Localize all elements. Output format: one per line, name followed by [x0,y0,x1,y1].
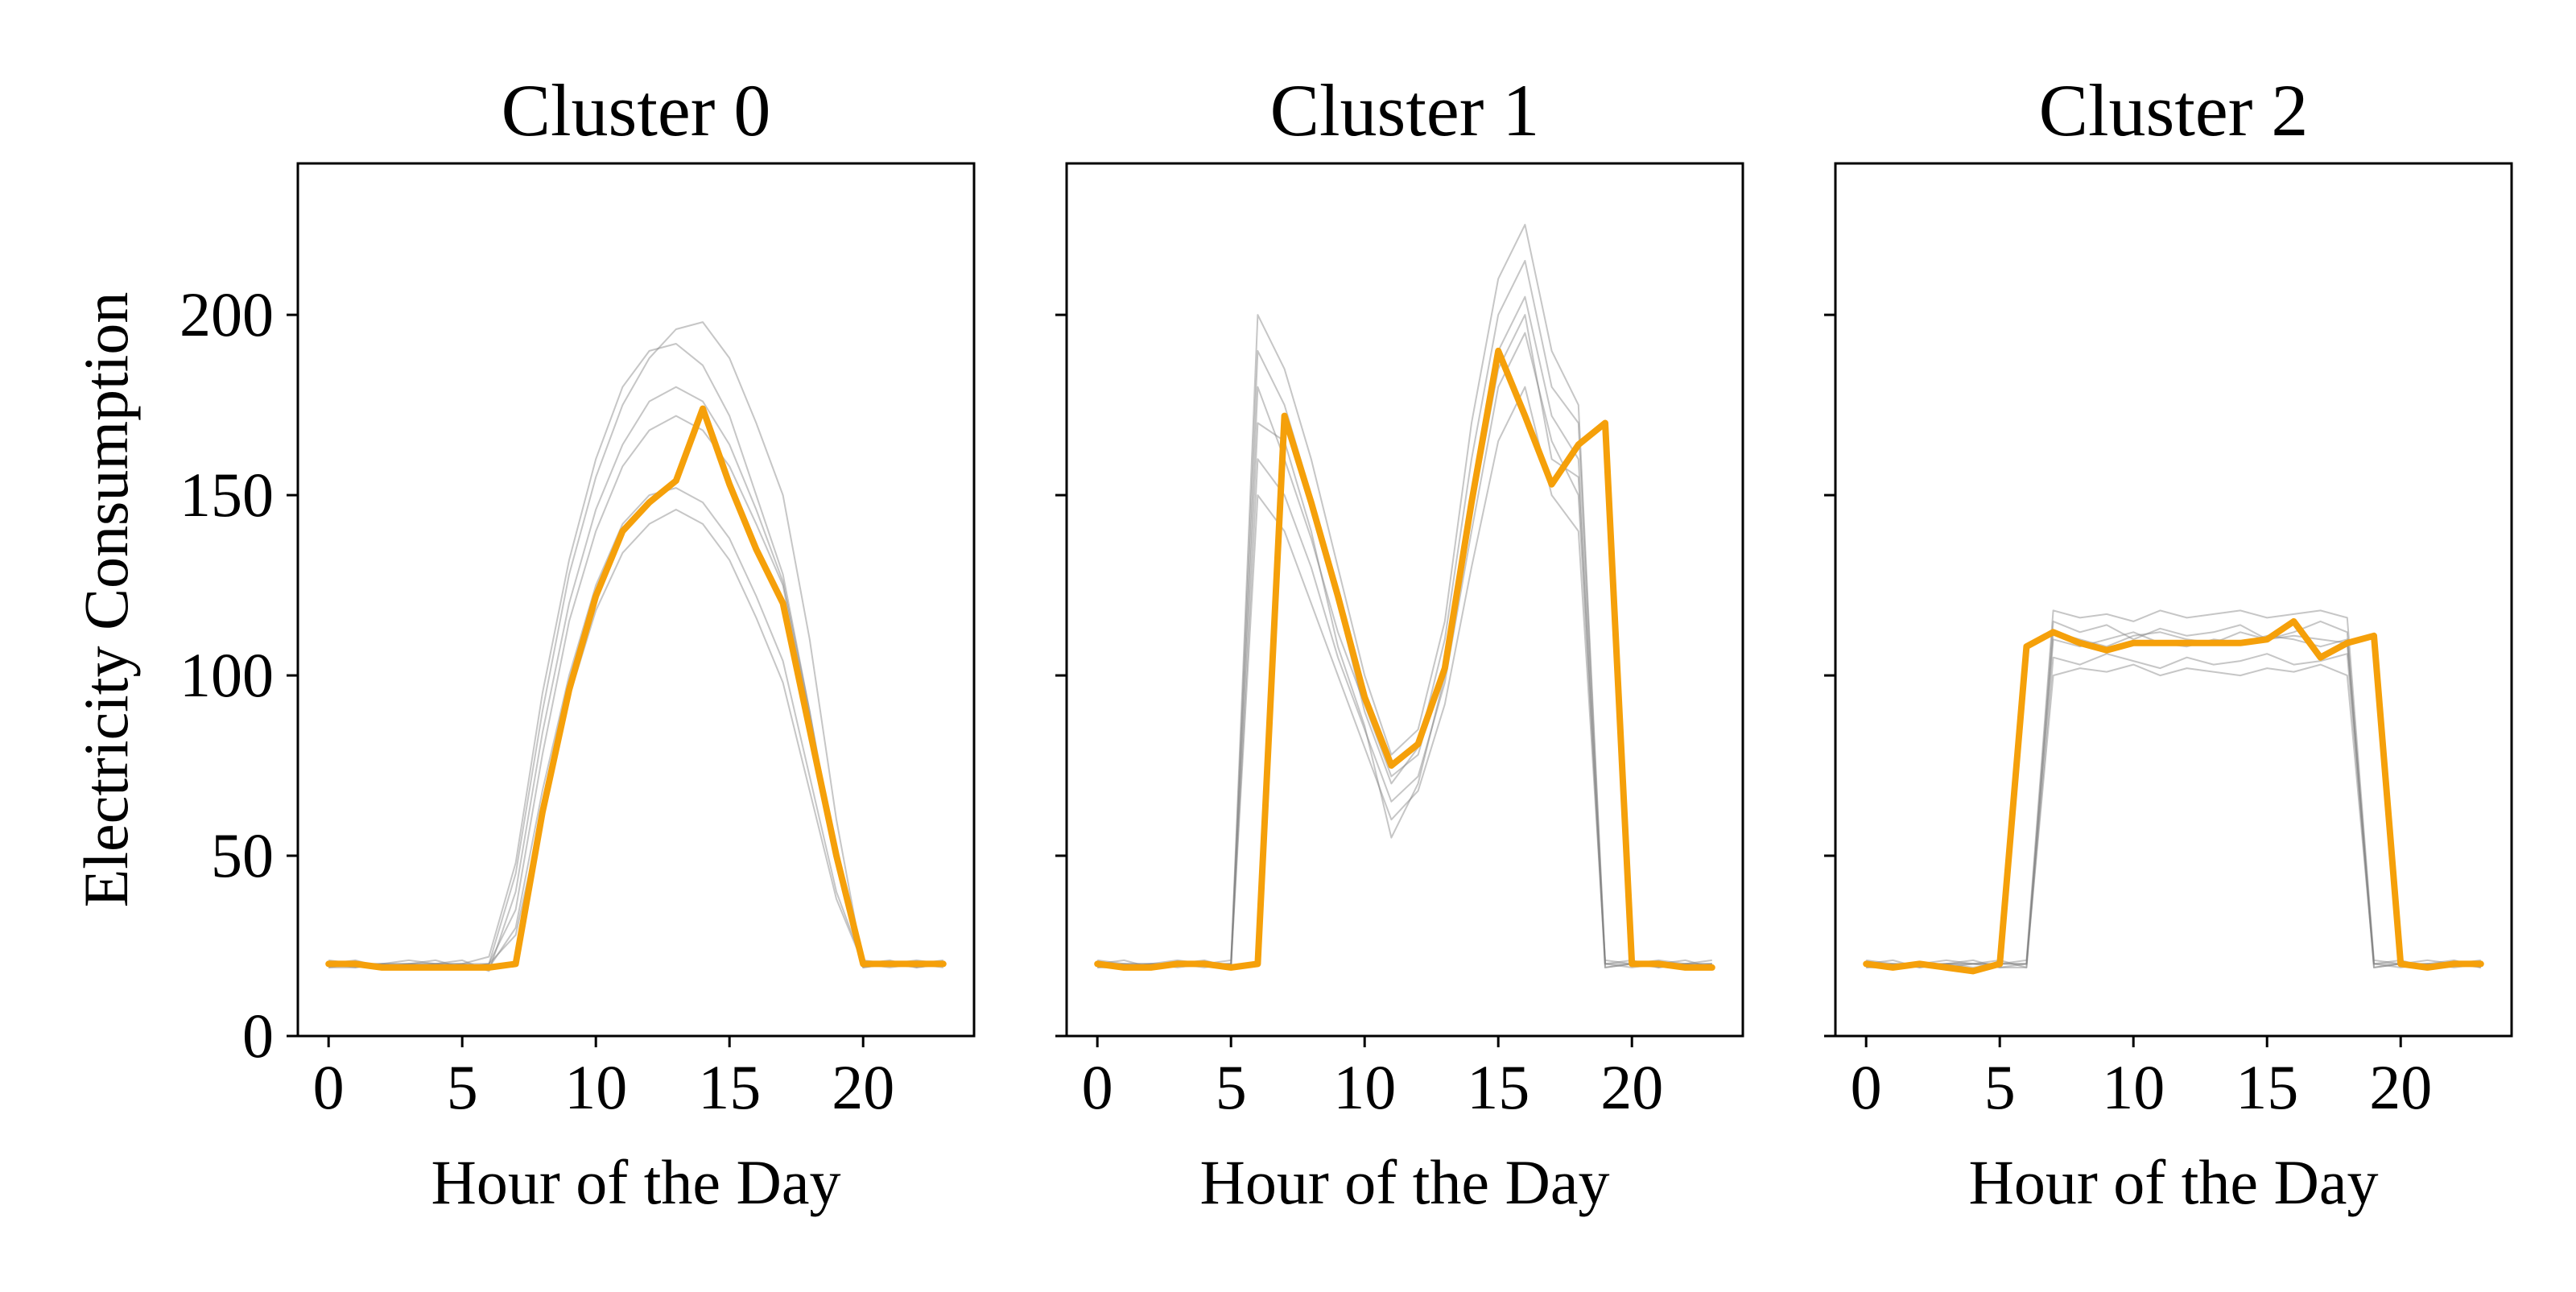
x-tick-label: 5 [1984,1052,2016,1122]
series-line-0 [1094,347,1715,971]
y-tick-label: 150 [180,460,274,530]
chart-panel-2: 0 5 10 15 20 Cluster 2 Hour of the Day [1824,69,2513,1217]
x-tick-label: 0 [1082,1052,1113,1122]
chart-title: Cluster 0 [502,69,771,151]
x-tick-label: 5 [447,1052,478,1122]
series-line-0 [1863,617,2484,975]
x-tick-label: 15 [1467,1052,1530,1122]
background-series-line-0 [328,321,943,968]
x-tick-label: 20 [832,1052,894,1122]
background-series-line-2 [1097,224,1712,968]
x-tick-label: 15 [698,1052,761,1122]
chart-panel-1: 0 5 10 15 20 Cluster 1 Hour of the Day [1055,69,1744,1217]
x-tick-label: 20 [1600,1052,1663,1122]
background-series-line-3 [328,343,943,965]
plot-frame [1834,162,2513,1038]
background-series-line-1 [1097,332,1712,968]
background-series-line-5 [1097,314,1713,968]
background-series-line-4 [1097,295,1712,968]
y-tick-label: 100 [180,640,274,710]
x-axis-label: Hour of the Day [1968,1147,2378,1217]
x-tick-label: 0 [1851,1052,1882,1122]
x-tick-label: 10 [1333,1052,1396,1122]
y-tick-label: 0 [242,1001,274,1071]
x-tick-label: 0 [313,1052,345,1122]
background-series-line-5 [1866,631,2482,968]
background-series-line-4 [1866,663,2481,968]
background-series-line-0 [1097,259,1712,968]
x-tick-label: 15 [2235,1052,2298,1122]
background-series-line-5 [328,386,943,972]
plot-frame [1065,162,1744,1038]
x-tick-label: 10 [2102,1052,2165,1122]
background-series-line-0 [1866,620,2481,968]
x-tick-label: 20 [2369,1052,2432,1122]
x-tick-label: 5 [1216,1052,1247,1122]
series-line-0 [325,405,947,971]
y-axis-label: Electricity Consumption [71,292,141,908]
x-axis-label: Hour of the Day [1199,1147,1609,1217]
background-series-line-1 [1866,653,2481,968]
x-tick-label: 10 [564,1052,627,1122]
background-series-line-1 [328,415,943,968]
y-tick-label: 50 [211,820,274,890]
plot-frame [296,162,976,1038]
chart-title: Cluster 2 [2039,69,2309,151]
x-axis-label: Hour of the Day [431,1147,840,1217]
background-series-line-4 [328,509,943,968]
background-series-line-3 [1866,609,2481,965]
chart-title: Cluster 1 [1270,69,1540,151]
y-tick-label: 200 [180,279,274,349]
